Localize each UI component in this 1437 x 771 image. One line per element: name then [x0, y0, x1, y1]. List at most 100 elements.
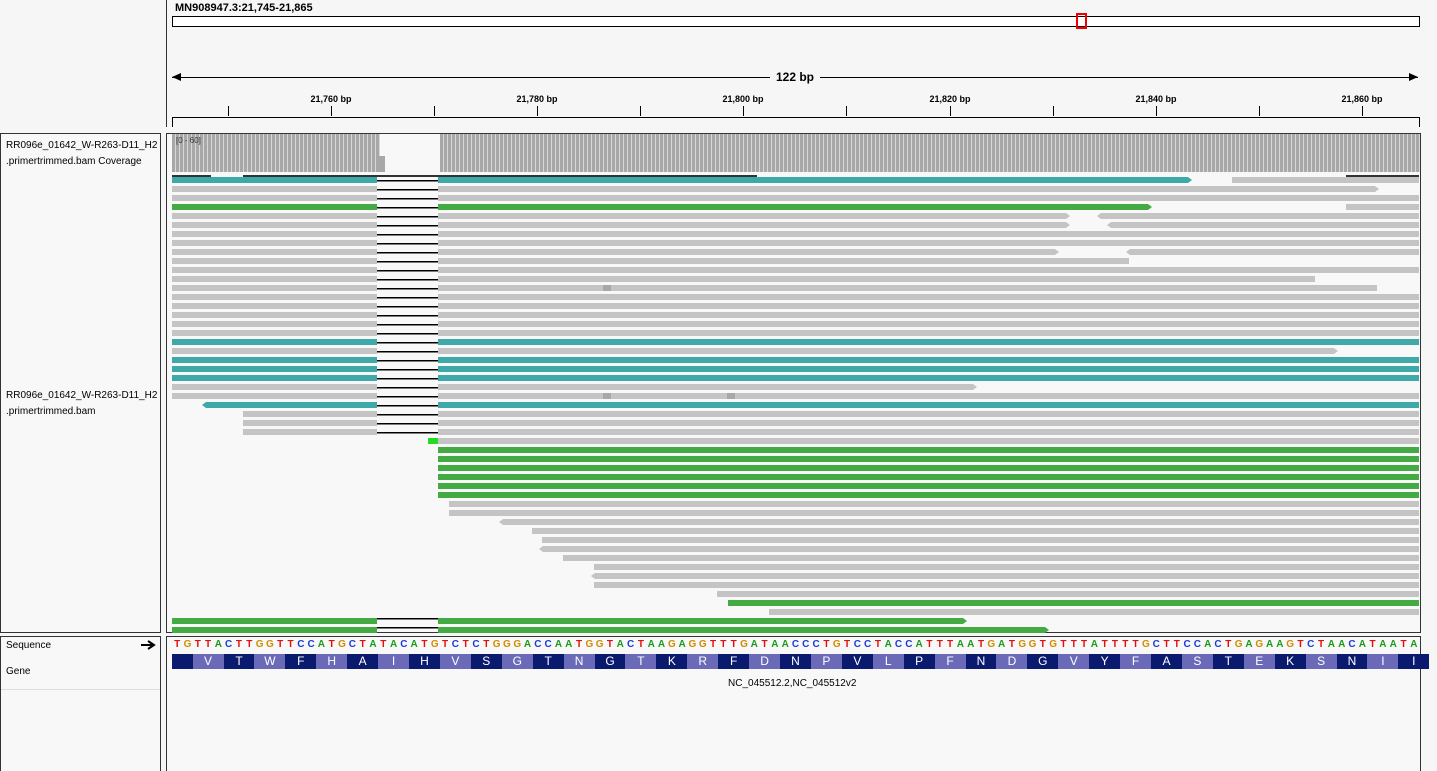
- coverage-bar[interactable]: [728, 134, 732, 172]
- coverage-bar[interactable]: [1276, 134, 1280, 172]
- coverage-bar[interactable]: [604, 134, 608, 172]
- coverage-bar[interactable]: [1000, 134, 1004, 172]
- coverage-bar[interactable]: [1340, 134, 1344, 172]
- coverage-bar[interactable]: [948, 134, 952, 172]
- coverage-bar[interactable]: [504, 134, 508, 172]
- deletion-line[interactable]: [377, 279, 438, 281]
- coverage-bar[interactable]: [172, 134, 176, 172]
- deletion-line[interactable]: [377, 414, 438, 416]
- coverage-bar[interactable]: [780, 134, 784, 172]
- deletion-line[interactable]: [377, 306, 438, 308]
- coverage-bar[interactable]: [880, 134, 884, 172]
- coverage-bar[interactable]: [612, 134, 616, 172]
- coverage-bar[interactable]: [760, 134, 764, 172]
- alignment-read[interactable]: [172, 357, 377, 363]
- coverage-bar[interactable]: [212, 134, 216, 172]
- coverage-bar[interactable]: [472, 134, 476, 172]
- coverage-bar[interactable]: [1256, 134, 1260, 172]
- deletion-line[interactable]: [377, 360, 438, 362]
- coverage-bar[interactable]: [1236, 134, 1240, 172]
- coverage-bar[interactable]: [1284, 134, 1288, 172]
- coverage-bar[interactable]: [1108, 134, 1112, 172]
- coverage-bar[interactable]: [768, 134, 772, 172]
- coverage-bar[interactable]: [1072, 134, 1076, 172]
- coverage-bar[interactable]: [860, 134, 864, 172]
- coverage-bar[interactable]: [532, 134, 536, 172]
- deletion-line[interactable]: [377, 315, 438, 317]
- coverage-bar[interactable]: [1376, 134, 1380, 172]
- coverage-bar[interactable]: [204, 134, 208, 172]
- coverage-bar[interactable]: [524, 134, 528, 172]
- coverage-bar[interactable]: [1372, 134, 1376, 172]
- alignment-read[interactable]: [438, 285, 1377, 291]
- coverage-bar[interactable]: [1060, 134, 1064, 172]
- coverage-bar[interactable]: [284, 134, 288, 172]
- deletion-line[interactable]: [377, 297, 438, 299]
- alignment-read[interactable]: [1126, 249, 1419, 255]
- alignment-read[interactable]: [172, 321, 377, 327]
- coverage-bar[interactable]: [1176, 134, 1180, 172]
- coverage-bar[interactable]: [936, 134, 940, 172]
- alignment-read[interactable]: [438, 465, 1419, 471]
- strand-arrow-icon[interactable]: [141, 640, 157, 650]
- alignment-read[interactable]: [438, 186, 1379, 192]
- coverage-bar[interactable]: [228, 134, 232, 172]
- coverage-bar[interactable]: [620, 134, 624, 172]
- coverage-bar[interactable]: [820, 134, 824, 172]
- alignment-read[interactable]: [202, 402, 377, 408]
- coverage-bar[interactable]: [1288, 134, 1292, 172]
- coverage-bar[interactable]: [1124, 134, 1128, 172]
- coverage-bar[interactable]: [1216, 134, 1220, 172]
- alignment-read[interactable]: [438, 240, 1419, 246]
- coverage-bar[interactable]: [1352, 134, 1356, 172]
- alignment-read[interactable]: [438, 420, 1419, 426]
- coverage-bar[interactable]: [784, 134, 788, 172]
- coverage-bar[interactable]: [884, 134, 888, 172]
- coverage-bar[interactable]: [580, 134, 584, 172]
- coverage-bar[interactable]: [520, 134, 524, 172]
- deletion-line[interactable]: [377, 618, 438, 620]
- coverage-bar[interactable]: [672, 134, 676, 172]
- deletion-line[interactable]: [377, 405, 438, 407]
- alignment-read[interactable]: [438, 357, 1419, 363]
- coverage-bar[interactable]: [640, 134, 644, 172]
- coverage-bar[interactable]: [704, 134, 708, 172]
- alignment-read[interactable]: [438, 492, 1419, 498]
- coverage-bar[interactable]: [752, 134, 756, 172]
- coverage-bar[interactable]: [256, 134, 260, 172]
- coverage-bar[interactable]: [220, 134, 224, 172]
- coverage-bar[interactable]: [600, 134, 604, 172]
- coverage-bar[interactable]: [368, 134, 372, 172]
- coverage-bar[interactable]: [992, 134, 996, 172]
- coverage-bar[interactable]: [652, 134, 656, 172]
- coverage-bar[interactable]: [304, 134, 308, 172]
- deletion-line[interactable]: [377, 627, 438, 629]
- coverage-bar[interactable]: [1028, 134, 1032, 172]
- coverage-bar[interactable]: [496, 134, 500, 172]
- deletion-line[interactable]: [377, 378, 438, 380]
- coverage-bar[interactable]: [1412, 134, 1416, 172]
- coverage-bar[interactable]: [460, 134, 464, 172]
- coverage-bar[interactable]: [1312, 134, 1316, 172]
- alignment-read[interactable]: [438, 195, 1419, 201]
- coverage-bar[interactable]: [468, 134, 472, 172]
- alignment-read[interactable]: [438, 177, 1192, 183]
- coverage-bar[interactable]: [376, 134, 380, 172]
- deletion-line[interactable]: [377, 270, 438, 272]
- coverage-bar[interactable]: [344, 134, 348, 172]
- coverage-bar[interactable]: [480, 134, 484, 172]
- coverage-bar[interactable]: [1232, 134, 1236, 172]
- coverage-bar[interactable]: [1132, 134, 1136, 172]
- coverage-bar[interactable]: [1228, 134, 1232, 172]
- coverage-bar[interactable]: [1100, 134, 1104, 172]
- alignment-read[interactable]: [438, 411, 1419, 417]
- alignment-read[interactable]: [438, 312, 1419, 318]
- coverage-bar[interactable]: [1336, 134, 1340, 172]
- alignment-read[interactable]: [438, 627, 1049, 633]
- coverage-bar[interactable]: [1032, 134, 1036, 172]
- coverage-bar[interactable]: [952, 134, 956, 172]
- coverage-bar[interactable]: [1328, 134, 1332, 172]
- coverage-bar[interactable]: [540, 134, 544, 172]
- gene-track-name[interactable]: Gene: [6, 666, 31, 677]
- coverage-bar[interactable]: [1188, 134, 1192, 172]
